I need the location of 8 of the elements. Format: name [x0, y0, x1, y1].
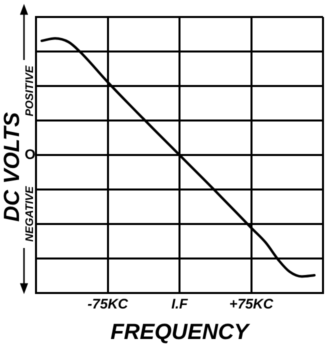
text: POSITIVE: [24, 64, 36, 116]
x-tick-label: I.F: [171, 295, 188, 312]
text: NEGATIVE: [24, 186, 36, 242]
text: O: [24, 146, 36, 162]
x-axis-title: FREQUENCY: [110, 318, 251, 344]
y-axis-title: DC VOLTS: [0, 112, 24, 222]
x-tick-label: -75KC: [88, 295, 129, 312]
x-tick-label: +75KC: [229, 295, 274, 312]
